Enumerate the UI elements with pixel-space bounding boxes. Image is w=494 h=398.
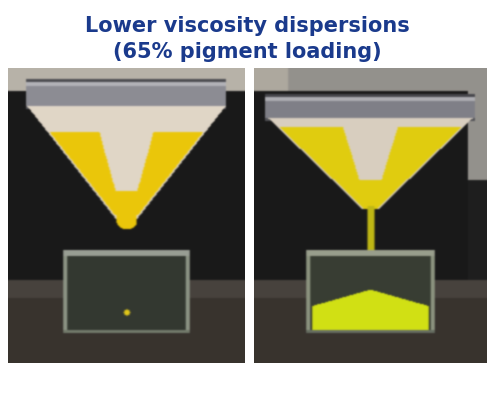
Text: Reference: Reference	[88, 375, 164, 388]
Text: (65% pigment loading): (65% pigment loading)	[113, 42, 381, 62]
Text: Borchi® Gen 1757: Borchi® Gen 1757	[302, 370, 438, 383]
Text: Lower viscosity dispersions: Lower viscosity dispersions	[84, 16, 410, 36]
Text: & Borchi® Gel PN: & Borchi® Gel PN	[304, 385, 436, 398]
